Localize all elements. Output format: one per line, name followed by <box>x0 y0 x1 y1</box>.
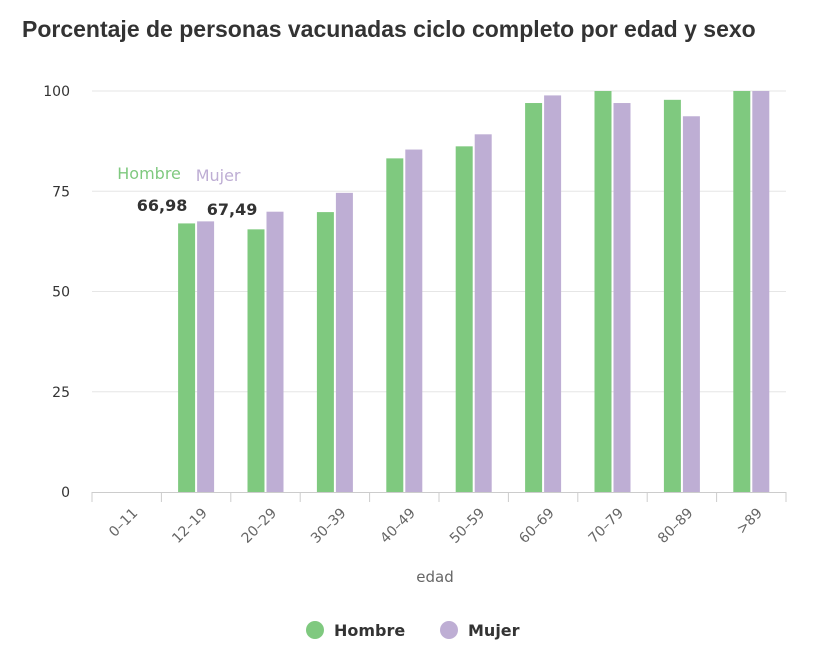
bar-hombre-7 <box>594 91 612 492</box>
bar-hombre-3 <box>316 212 334 493</box>
chart-title: Porcentaje de personas vacunadas ciclo c… <box>22 16 756 42</box>
bar-mujer-5 <box>474 134 492 493</box>
bar-hombre-9 <box>733 91 751 492</box>
legend-label-mujer: Mujer <box>468 621 520 640</box>
legend-marker-mujer <box>440 621 458 639</box>
bar-mujer-2 <box>266 211 284 493</box>
bar-hombre-2 <box>247 229 265 492</box>
x-tick-label: >89 <box>734 505 766 537</box>
bar-hombre-6 <box>525 103 543 492</box>
bar-mujer-9 <box>752 91 770 492</box>
x-axis-title: edad <box>416 568 453 586</box>
bar-hombre-8 <box>663 99 681 493</box>
y-tick-label: 75 <box>52 184 70 200</box>
bar-mujer-1 <box>197 221 215 492</box>
x-tick-label: 50–59 <box>447 505 488 546</box>
bar-hombre-5 <box>455 146 473 492</box>
y-tick-label: 0 <box>61 485 70 501</box>
bar-mujer-4 <box>405 149 423 492</box>
bar-hombre-1 <box>178 223 196 492</box>
x-tick-label: 80–89 <box>655 505 696 546</box>
annotation-hombre-value: 66,98 <box>137 196 188 215</box>
annotation-hombre-label: Hombre <box>117 164 181 183</box>
annotation-mujer-label: Mujer <box>196 166 241 185</box>
y-tick-label: 25 <box>52 385 70 401</box>
y-tick-label: 50 <box>52 285 70 301</box>
legend-marker-hombre <box>306 621 324 639</box>
bar-mujer-8 <box>682 116 700 492</box>
x-tick-label: 20–29 <box>239 505 280 546</box>
x-tick-label: 30–39 <box>308 505 349 546</box>
y-tick-label: 100 <box>43 84 70 100</box>
bar-hombre-4 <box>386 158 404 493</box>
x-tick-label: 70–79 <box>586 505 627 546</box>
bar-mujer-6 <box>544 95 562 492</box>
bar-mujer-7 <box>613 103 631 492</box>
annotation-mujer-value: 67,49 <box>207 200 258 219</box>
x-tick-label: 60–69 <box>516 505 557 546</box>
bar-mujer-3 <box>335 192 353 492</box>
x-tick-label: 0–11 <box>106 505 141 540</box>
legend-label-hombre: Hombre <box>334 621 405 640</box>
x-tick-label: 40–49 <box>377 505 418 546</box>
x-tick-label: 12–19 <box>169 505 210 546</box>
